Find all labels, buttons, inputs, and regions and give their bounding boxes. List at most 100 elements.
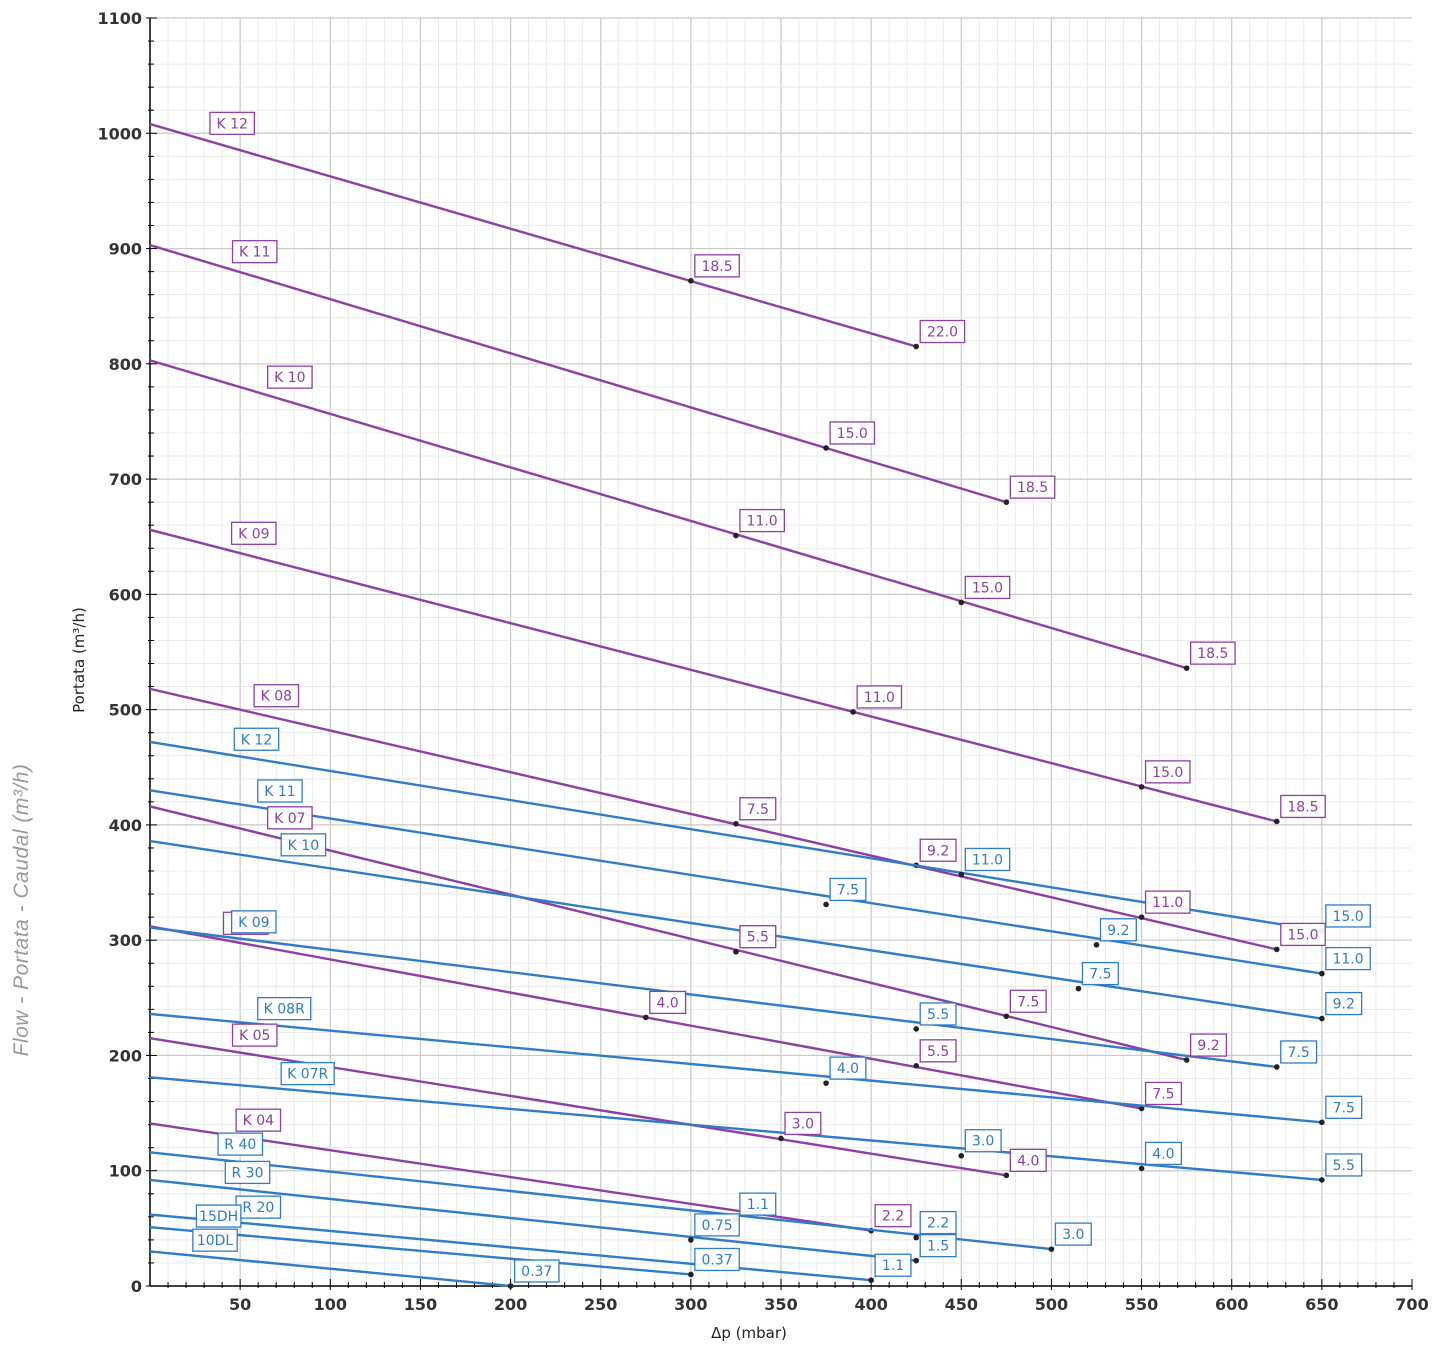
series-name-label-box bbox=[231, 240, 278, 264]
point-label-text: 7.5 bbox=[1152, 1086, 1174, 1102]
series-name-label-box bbox=[209, 111, 256, 136]
data-point bbox=[823, 445, 829, 451]
point-label-text: 5.5 bbox=[1333, 1158, 1355, 1174]
series-name-label-text: K 10 bbox=[274, 370, 305, 386]
series-name-label-text: K 12 bbox=[241, 732, 272, 748]
point-label-box bbox=[1325, 946, 1371, 971]
point-label: 7.5 bbox=[1280, 1040, 1318, 1064]
y-tick-label: 800 bbox=[109, 355, 142, 374]
data-point bbox=[913, 1234, 920, 1241]
data-point bbox=[1319, 970, 1325, 977]
point-label: 7.5 bbox=[1009, 989, 1047, 1013]
data-point bbox=[688, 1237, 694, 1243]
series-name-label: R 30 bbox=[224, 1160, 271, 1185]
data-point bbox=[958, 871, 965, 878]
point-label-text: 15.0 bbox=[1287, 927, 1318, 943]
point-label: 18.5 bbox=[1009, 475, 1056, 499]
y-tick-label: 1000 bbox=[97, 124, 142, 143]
x-tick-label: 200 bbox=[494, 1295, 527, 1314]
series-name-label-box bbox=[224, 1160, 271, 1185]
point-label-text: 4.0 bbox=[1017, 1153, 1039, 1169]
x-tick-label: 450 bbox=[945, 1295, 978, 1314]
point-label-box bbox=[1144, 1081, 1183, 1106]
series-name-label: K 07R bbox=[280, 1061, 335, 1086]
point-label: 15.0 bbox=[964, 575, 1011, 600]
point-label: 5.5 bbox=[1325, 1153, 1363, 1177]
point-label-text: 11.0 bbox=[1332, 952, 1363, 968]
data-point bbox=[1319, 1119, 1325, 1126]
y-tick-label: 700 bbox=[109, 470, 142, 489]
point-label-box bbox=[1144, 760, 1191, 784]
y-tick-label: 200 bbox=[109, 1046, 142, 1065]
data-point bbox=[733, 948, 739, 955]
point-label-text: 22.0 bbox=[927, 325, 958, 341]
point-label: 0.37 bbox=[513, 1259, 560, 1283]
point-label: 18.5 bbox=[694, 254, 740, 278]
x-axis-title: Δp (mbar) bbox=[711, 1324, 787, 1342]
point-label-box bbox=[784, 1111, 822, 1136]
x-tick-label: 650 bbox=[1305, 1295, 1338, 1314]
series-name-label: K 07 bbox=[267, 806, 313, 830]
point-label-text: 15.0 bbox=[972, 580, 1003, 596]
series-name-label-text: K 12 bbox=[216, 116, 247, 132]
data-point bbox=[958, 1152, 965, 1159]
series-line bbox=[149, 1226, 691, 1276]
point-label-box bbox=[829, 421, 876, 445]
y-tick-label: 400 bbox=[109, 816, 142, 835]
point-label: 5.5 bbox=[739, 925, 777, 949]
series-name-label: K 09 bbox=[230, 910, 277, 934]
point-label: 4.0 bbox=[1144, 1141, 1183, 1166]
x-tick-label: 150 bbox=[404, 1295, 437, 1314]
point-label-box bbox=[1325, 1153, 1363, 1177]
data-point bbox=[688, 1271, 694, 1278]
point-label-text: 5.5 bbox=[747, 930, 769, 946]
point-label-text: 11.0 bbox=[972, 852, 1003, 868]
series-line bbox=[149, 687, 1278, 951]
data-point bbox=[823, 901, 829, 908]
x-tick-label: 400 bbox=[854, 1295, 887, 1314]
series-line bbox=[149, 528, 1278, 823]
series-name-label: K 11 bbox=[257, 779, 303, 803]
point-label-text: 3.0 bbox=[1062, 1227, 1084, 1243]
point-label-text: 11.0 bbox=[747, 514, 778, 530]
series-name-label-text: K 08 bbox=[261, 689, 292, 705]
point-label: 18.5 bbox=[1189, 641, 1236, 665]
point-label-text: 1.1 bbox=[747, 1197, 769, 1213]
data-point bbox=[1319, 1015, 1325, 1022]
series-name-label-text: K 09 bbox=[238, 915, 269, 931]
point-label-box bbox=[649, 990, 687, 1015]
point-label: 4.0 bbox=[649, 990, 687, 1015]
series-name-label: 15DH bbox=[195, 1204, 242, 1228]
series-name-label-box bbox=[257, 996, 312, 1021]
point-label-text: 15.0 bbox=[837, 426, 868, 442]
series-name-label: K 11 bbox=[231, 240, 278, 264]
point-label-box bbox=[1099, 918, 1137, 942]
point-label-box bbox=[856, 685, 903, 709]
series-name-label: 10DL bbox=[192, 1228, 238, 1252]
point-label: 3.0 bbox=[1054, 1222, 1092, 1246]
point-label: 22.0 bbox=[919, 319, 966, 344]
series-name-label: K 09 bbox=[230, 521, 277, 545]
point-label: 9.2 bbox=[1325, 991, 1363, 1016]
data-point bbox=[913, 1257, 920, 1264]
series-line bbox=[149, 1213, 872, 1282]
x-tick-label: 50 bbox=[229, 1295, 251, 1314]
point-label-box bbox=[694, 1213, 740, 1237]
point-label-box bbox=[739, 925, 777, 949]
data-point bbox=[1138, 914, 1145, 920]
series-labels: K 12 18.5 22.0 K 11 15.0 18.5 K 10 11.0 15.0 18.5… bbox=[192, 111, 1371, 1283]
point-label-box bbox=[1325, 904, 1371, 928]
y-axis-title: Portata (m³/h) bbox=[70, 607, 88, 713]
point-label-text: 9.2 bbox=[1333, 997, 1355, 1013]
point-label-box bbox=[874, 1204, 912, 1228]
point-label: 7.5 bbox=[1325, 1095, 1363, 1119]
point-label: 15.0 bbox=[1144, 760, 1191, 784]
data-point bbox=[1138, 1105, 1145, 1112]
point-label: 7.5 bbox=[1144, 1081, 1183, 1106]
data-point bbox=[778, 1135, 784, 1142]
series-name-label-box bbox=[267, 806, 313, 830]
series-name-label-text: K 09 bbox=[238, 526, 269, 542]
y-tick-label: 900 bbox=[109, 240, 142, 259]
series-line bbox=[149, 839, 1323, 1020]
point-label-text: 9.2 bbox=[1197, 1038, 1219, 1054]
